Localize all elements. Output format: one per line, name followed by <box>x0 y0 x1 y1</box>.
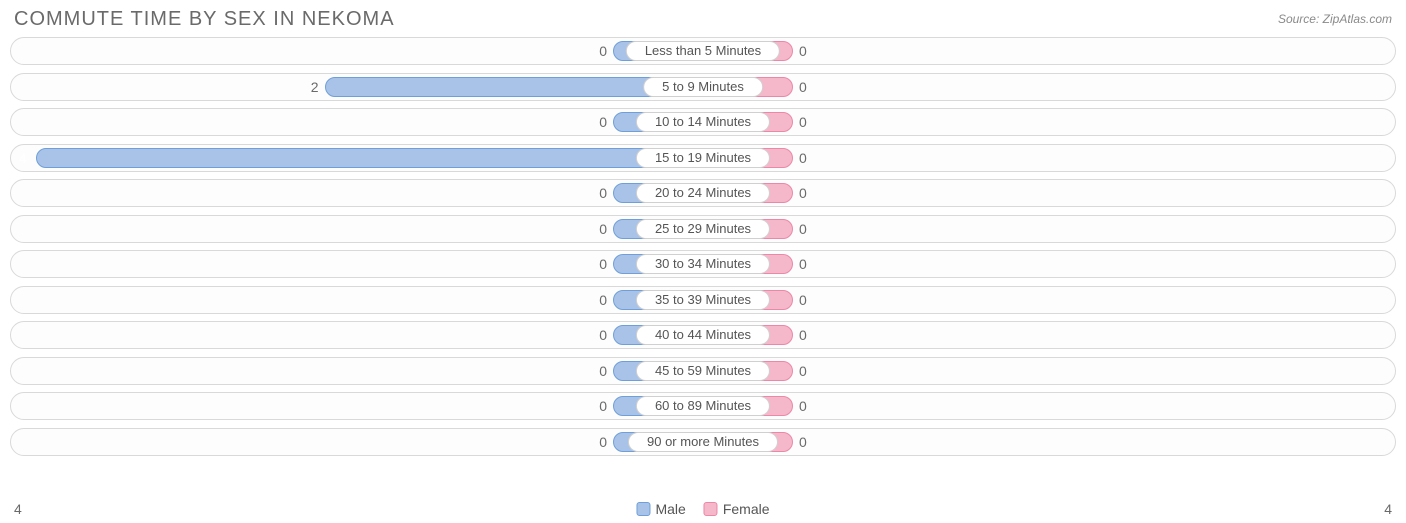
category-label: 45 to 59 Minutes <box>636 361 770 381</box>
male-bar <box>36 148 703 168</box>
chart-row: 0 0 20 to 24 Minutes <box>10 179 1396 207</box>
chart-row: 4 0 15 to 19 Minutes <box>10 144 1396 172</box>
legend-item-male: Male <box>636 501 685 517</box>
male-value-label: 0 <box>599 287 607 314</box>
category-label: 25 to 29 Minutes <box>636 219 770 239</box>
female-value-label: 0 <box>799 322 807 349</box>
category-label: 5 to 9 Minutes <box>643 77 763 97</box>
category-label: 30 to 34 Minutes <box>636 254 770 274</box>
male-value-label: 0 <box>599 180 607 207</box>
chart-row: 0 0 10 to 14 Minutes <box>10 108 1396 136</box>
chart-row: 0 0 60 to 89 Minutes <box>10 392 1396 420</box>
male-value-label: 2 <box>311 74 319 101</box>
male-swatch-icon <box>636 502 650 516</box>
male-value-label: 0 <box>599 216 607 243</box>
male-value-label: 0 <box>599 251 607 278</box>
female-value-label: 0 <box>799 74 807 101</box>
axis-max-left: 4 <box>14 501 22 517</box>
header: COMMUTE TIME BY SEX IN NEKOMA Source: Zi… <box>0 0 1406 35</box>
category-label: 15 to 19 Minutes <box>636 148 770 168</box>
female-value-label: 0 <box>799 429 807 456</box>
chart-row: 0 0 40 to 44 Minutes <box>10 321 1396 349</box>
chart-row: 0 0 30 to 34 Minutes <box>10 250 1396 278</box>
legend-item-female: Female <box>704 501 770 517</box>
female-value-label: 0 <box>799 358 807 385</box>
female-value-label: 0 <box>799 38 807 65</box>
male-value-label: 0 <box>599 358 607 385</box>
male-value-label: 0 <box>599 322 607 349</box>
female-value-label: 0 <box>799 287 807 314</box>
category-label: 40 to 44 Minutes <box>636 325 770 345</box>
category-label: Less than 5 Minutes <box>626 41 780 61</box>
legend: Male Female <box>636 501 769 517</box>
chart-row: 0 0 45 to 59 Minutes <box>10 357 1396 385</box>
category-label: 20 to 24 Minutes <box>636 183 770 203</box>
female-value-label: 0 <box>799 216 807 243</box>
category-label: 35 to 39 Minutes <box>636 290 770 310</box>
category-label: 90 or more Minutes <box>628 432 778 452</box>
chart-row: 0 0 Less than 5 Minutes <box>10 37 1396 65</box>
axis-max-right: 4 <box>1384 501 1392 517</box>
chart-row: 0 0 90 or more Minutes <box>10 428 1396 456</box>
chart-row: 2 0 5 to 9 Minutes <box>10 73 1396 101</box>
female-value-label: 0 <box>799 393 807 420</box>
chart-row: 0 0 25 to 29 Minutes <box>10 215 1396 243</box>
male-value-label: 0 <box>599 38 607 65</box>
male-value-label: 4 <box>19 145 27 172</box>
female-value-label: 0 <box>799 145 807 172</box>
male-value-label: 0 <box>599 109 607 136</box>
chart-title: COMMUTE TIME BY SEX IN NEKOMA <box>14 8 395 31</box>
male-value-label: 0 <box>599 393 607 420</box>
category-label: 60 to 89 Minutes <box>636 396 770 416</box>
female-swatch-icon <box>704 502 718 516</box>
category-label: 10 to 14 Minutes <box>636 112 770 132</box>
footer: 4 Male Female 4 <box>0 501 1406 517</box>
source-attribution: Source: ZipAtlas.com <box>1278 8 1392 26</box>
female-value-label: 0 <box>799 109 807 136</box>
diverging-bar-chart: 0 0 Less than 5 Minutes 2 0 5 to 9 Minutes 0 0 1… <box>0 35 1406 456</box>
chart-row: 0 0 35 to 39 Minutes <box>10 286 1396 314</box>
female-value-label: 0 <box>799 180 807 207</box>
female-value-label: 0 <box>799 251 807 278</box>
male-value-label: 0 <box>599 429 607 456</box>
